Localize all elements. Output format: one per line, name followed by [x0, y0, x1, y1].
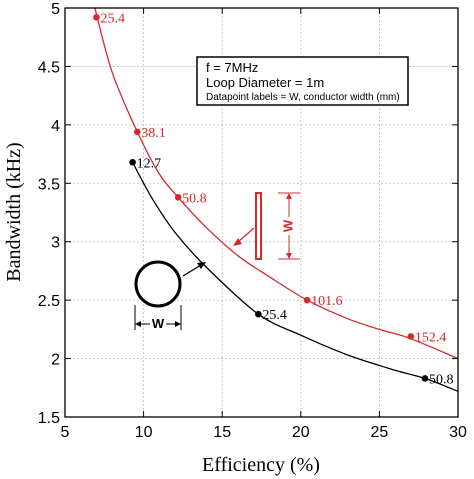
flat-strip-width-label: W — [280, 219, 295, 232]
series-0-point-label: 25.4 — [100, 11, 125, 26]
fit-curves — [94, 7, 459, 392]
y-tick-label: 1.5 — [38, 410, 60, 427]
series-0-point — [134, 128, 141, 136]
y-tick-label: 3 — [51, 235, 60, 252]
series-0-point — [407, 333, 415, 340]
x-tick-label: 20 — [292, 424, 310, 441]
series-1-fit-curve — [132, 161, 459, 392]
series-1-point-label: 25.4 — [262, 308, 287, 323]
y-axis-title: Bandwidth (kHz) — [3, 142, 25, 281]
annotation-box: f = 7MHz Loop Diameter = 1m Datapoint la… — [196, 56, 409, 106]
data-points: 25.4 38.1 50.8 101.6 152.4 12.7 25.4 50.8 — [93, 11, 453, 387]
x-tick-label: 30 — [449, 424, 467, 441]
series-0-point — [303, 296, 311, 304]
series-1-point-label: 50.8 — [429, 372, 454, 387]
y-tick-label: 5 — [51, 1, 60, 18]
series-0-point-label: 38.1 — [141, 126, 166, 141]
arrow-icon — [197, 262, 206, 269]
annotation-line-1: f = 7MHz — [206, 60, 258, 75]
round-width-label: W — [152, 316, 165, 331]
round-conductor-icon: W — [134, 260, 206, 332]
y-tick-label: 4 — [51, 118, 60, 135]
y-tick-label: 2 — [51, 352, 60, 369]
series-0-point — [93, 14, 100, 21]
flat-strip-conductor-icon: W — [233, 192, 300, 260]
series-0-point-label: 101.6 — [311, 294, 343, 309]
series-0-point-label: 152.4 — [415, 330, 447, 345]
series-1-point — [255, 310, 262, 318]
annotation-note: Datapoint labels = W, conductor width (m… — [206, 92, 400, 103]
y-tick-label: 4.5 — [38, 59, 60, 76]
series-0-point-label: 50.8 — [182, 191, 207, 206]
y-tick-label: 2.5 — [38, 293, 60, 310]
plot-frame — [64, 7, 459, 418]
arrow-icon — [233, 238, 242, 246]
series-1-point — [129, 158, 136, 166]
x-tick-label: 15 — [213, 424, 231, 441]
series-1-point-label: 12.7 — [137, 156, 162, 171]
series-1-point — [421, 375, 429, 382]
x-tick-label: 5 — [61, 424, 70, 441]
x-tick-label: 10 — [135, 424, 153, 441]
y-tick-label: 3.5 — [38, 176, 60, 193]
x-tick-label: 25 — [371, 424, 389, 441]
annotation-line-2: Loop Diameter = 1m — [206, 75, 324, 90]
series-0-fit-curve — [94, 7, 459, 360]
series-0-point — [174, 194, 182, 201]
x-axis-title: Efficiency (%) — [202, 454, 320, 476]
axis-ticks: 5 10 15 20 25 30 1.5 2 2.5 3 3.5 4 4.5 5 — [38, 1, 467, 441]
